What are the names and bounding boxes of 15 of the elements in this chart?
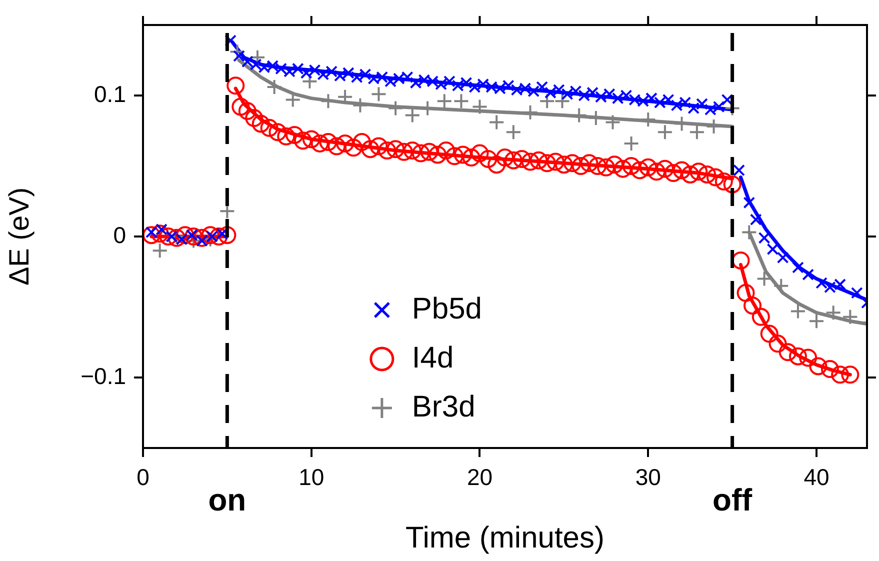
y-tick-label: 0.1 [94, 80, 126, 107]
legend-label: Pb5d [412, 292, 482, 326]
y-tick-label: 0 [113, 222, 126, 248]
y-axis-title: ΔE (eV) [4, 187, 35, 286]
x-tick-label: 30 [635, 464, 661, 490]
legend-label: I4d [412, 341, 454, 374]
x-tick-label: 10 [298, 464, 324, 490]
x-axis-title: Time (minutes) [406, 521, 604, 554]
x-tick-label: 20 [466, 464, 493, 490]
x-tick-label: 40 [804, 464, 830, 490]
y-tick-label: −0.1 [80, 362, 126, 389]
legend-label: Br3d [412, 390, 476, 424]
x-tick-label: 0 [136, 464, 150, 490]
ref-line-label: off [712, 482, 753, 518]
ref-line-label: on [208, 482, 246, 518]
